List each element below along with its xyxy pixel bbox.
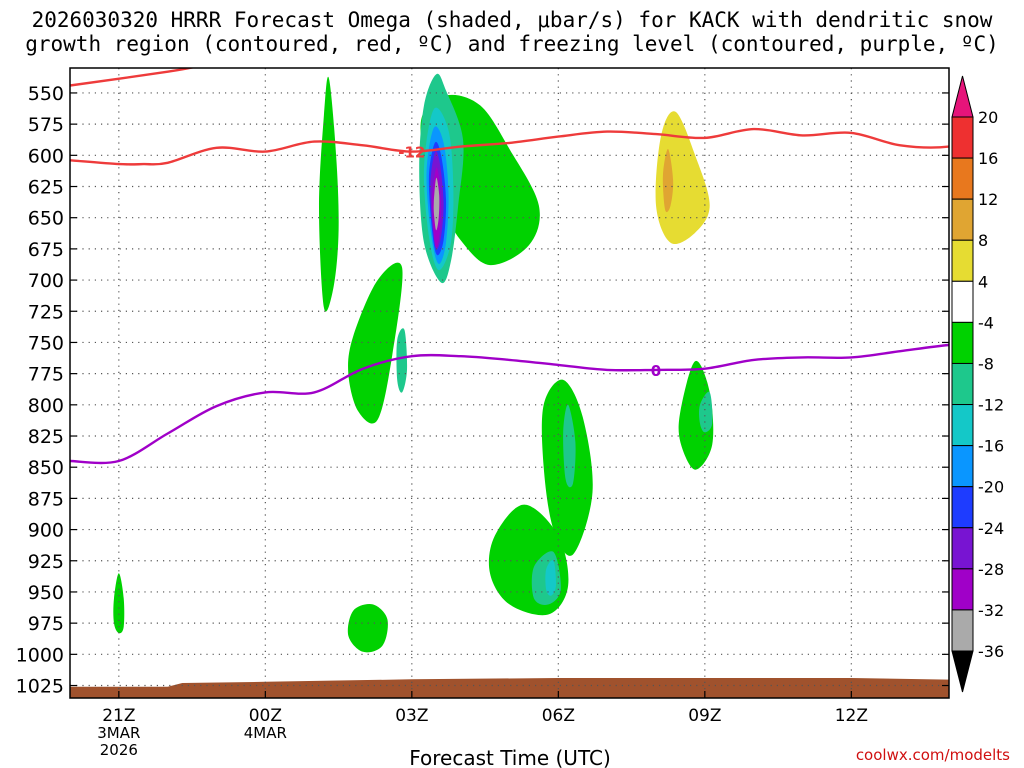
omega-region-neg8-19 [319, 76, 339, 312]
colorbar-swatch [951, 486, 974, 529]
y-axis: 550 575 600 625 650 675 700 725 750 775 800 825 850 8… [16, 83, 949, 698]
y-tick-label: 875 [28, 488, 64, 510]
surface-terrain-layer [70, 678, 949, 698]
y-tick-label: 550 [28, 83, 64, 105]
colorbar-swatch [951, 362, 974, 406]
colorbar-swatch [951, 321, 974, 364]
colorbar-swatch [951, 568, 974, 611]
y-tick-label: 700 [28, 270, 64, 292]
y-tick-label: 775 [28, 364, 64, 386]
y-tick-label: 725 [28, 301, 64, 323]
dgz-isotherm-label: -12 [398, 144, 425, 162]
colorbar-swatch [951, 280, 974, 323]
omega-region-neg8-23 [347, 604, 388, 653]
freezing-level-label: 0 [651, 362, 661, 380]
y-tick-label: 900 [28, 520, 64, 542]
colorbar-label: -32 [978, 601, 1004, 620]
colorbar-swatch [951, 157, 974, 200]
x-tick-label: 4MAR [244, 724, 287, 742]
omega-shading [94, 68, 949, 662]
omega-region-neg12-28 [396, 328, 408, 393]
chart-title: 2026030320 HRRR Forecast Omega (shaded, … [0, 8, 1024, 56]
colorbar-label: -4 [978, 313, 994, 332]
y-tick-label: 675 [28, 239, 64, 261]
omega-region-neg36-39 [433, 177, 440, 231]
y-tick-label: 975 [28, 613, 64, 635]
y-tick-label: 650 [28, 208, 64, 230]
omega-region-pos12-32 [662, 148, 674, 213]
colorbar-label: 12 [978, 190, 998, 209]
colorbar-label: -12 [978, 396, 1004, 415]
omega-region-pos4-16 [861, 490, 949, 611]
x-axis-label: Forecast Time (UTC) [409, 746, 611, 768]
colorbar-label: 4 [978, 272, 988, 291]
colorbar-swatch [951, 116, 974, 159]
y-tick-label: 750 [28, 332, 64, 354]
freezing-level [70, 343, 949, 465]
contour-labels: -12 0 [398, 144, 661, 380]
colorbar-label: 16 [978, 149, 998, 168]
colorbar-label: -24 [978, 519, 1004, 538]
colorbar-label: -20 [978, 478, 1004, 497]
omega-region-neg4-10 [746, 68, 757, 77]
colorbar-label: 20 [978, 108, 998, 127]
y-tick-label: 575 [28, 114, 64, 136]
x-tick-label: 00Z [249, 706, 282, 726]
x-tick-label: 03Z [395, 706, 428, 726]
title-line-1: 2026030320 HRRR Forecast Omega (shaded, … [31, 8, 993, 32]
omega-region-pos4-17 [944, 68, 949, 304]
omega-region-pos4-11 [166, 520, 183, 595]
colorbar-swatch [951, 527, 974, 570]
dgz-isotherm [70, 127, 949, 166]
colorbar-label: -16 [978, 437, 1004, 456]
plot-frame [69, 67, 950, 699]
omega-region-neg4-9 [801, 304, 822, 400]
colorbar-swatch [951, 198, 974, 241]
colorbar-top-arrow [951, 75, 974, 118]
omega-region-neg16-34 [545, 560, 556, 596]
x-tick-label: 3MAR [97, 724, 140, 742]
x-tick-label: 2026 [100, 741, 138, 759]
y-tick-label: 800 [28, 395, 64, 417]
colorbar-swatch [951, 404, 974, 447]
colorbar-swatch [951, 609, 974, 652]
dgz-top-isotherm [70, 68, 196, 87]
y-tick-label: 1000 [16, 644, 64, 666]
y-tick-label: 850 [28, 457, 64, 479]
y-tick-label: 600 [28, 145, 64, 167]
x-tick-label: 21Z [102, 706, 135, 726]
colorbar-bottom-arrow [951, 650, 974, 693]
colorbar-label: 8 [978, 231, 988, 250]
colorbar-label: -8 [978, 354, 994, 373]
omega-region-neg4-5 [94, 427, 135, 659]
colorbar-label: -28 [978, 560, 1004, 579]
omega-region-pos4-14 [739, 265, 765, 412]
omega-region-neg8-18 [348, 262, 403, 424]
y-tick-label: 925 [28, 551, 64, 573]
surface-terrain [70, 678, 949, 698]
y-tick-label: 950 [28, 582, 64, 604]
watermark: coolwx.com/modelts [855, 746, 1010, 764]
x-tick-label: 06Z [542, 706, 575, 726]
y-tick-label: 1025 [16, 676, 64, 698]
x-tick-label: 12Z [835, 706, 868, 726]
y-tick-label: 625 [28, 177, 64, 199]
y-tick-label: 825 [28, 426, 64, 448]
omega-region-neg8-24 [113, 573, 125, 634]
x-tick-label: 09Z [688, 706, 721, 726]
title-line-2: growth region (contoured, red, ºC) and f… [25, 32, 999, 56]
grid-lines [70, 68, 949, 698]
omega-region-neg8-25 [678, 360, 714, 470]
colorbar-swatch [951, 239, 974, 282]
omega-region-neg4-6 [215, 479, 271, 562]
omega-region-pos4-15 [733, 536, 799, 637]
contour-lines [70, 68, 949, 465]
colorbar: 20 16 12 8 4 -4 -8 -12 -16 -20 -24 -28 -32 -36 [951, 75, 1004, 693]
colorbar-swatch [951, 445, 974, 488]
colorbar-label: -36 [978, 642, 1004, 661]
omega-region-pos8-26 [655, 111, 710, 244]
omega-region-neg12-31 [699, 391, 713, 433]
